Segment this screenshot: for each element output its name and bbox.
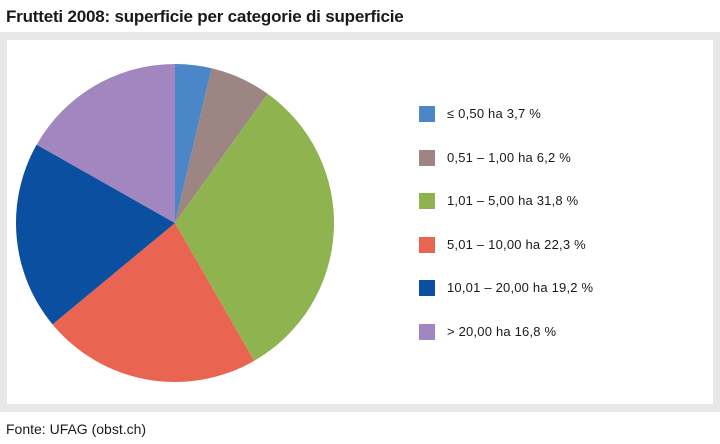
pie-slice bbox=[52, 223, 255, 382]
legend-item: ≤ 0,50 ha 3,7 % bbox=[419, 106, 699, 150]
legend-item: > 20,00 ha 16,8 % bbox=[419, 323, 699, 368]
pie-slice bbox=[175, 93, 334, 361]
legend-label: > 20,00 ha 16,8 % bbox=[447, 323, 557, 339]
legend-swatch bbox=[419, 236, 435, 253]
chart-title: Frutteti 2008: superficie per categorie … bbox=[6, 7, 404, 26]
legend-item: 5,01 – 10,00 ha 22,3 % bbox=[419, 236, 699, 281]
legend-label: 0,51 – 1,00 ha 6,2 % bbox=[447, 149, 571, 165]
source-note: Fonte: UFAG (obst.ch) bbox=[6, 421, 147, 437]
legend-item: 1,01 – 5,00 ha 31,8 % bbox=[419, 193, 699, 237]
legend-swatch bbox=[419, 193, 435, 209]
pie-chart bbox=[16, 64, 334, 382]
legend-swatch bbox=[419, 280, 435, 296]
plot-area: ≤ 0,50 ha 3,7 % 0,51 – 1,00 ha 6,2 % 1,0… bbox=[7, 40, 713, 404]
legend-label: 5,01 – 10,00 ha 22,3 % bbox=[447, 236, 586, 252]
pie-slice bbox=[36, 64, 175, 223]
legend-label: 10,01 – 20,00 ha 19,2 % bbox=[447, 280, 594, 295]
pie-slice bbox=[175, 64, 212, 223]
legend-label: ≤ 0,50 ha 3,7 % bbox=[447, 106, 541, 121]
legend: ≤ 0,50 ha 3,7 % 0,51 – 1,00 ha 6,2 % 1,0… bbox=[419, 106, 699, 367]
chart-panel: ≤ 0,50 ha 3,7 % 0,51 – 1,00 ha 6,2 % 1,0… bbox=[0, 32, 720, 412]
legend-swatch bbox=[419, 323, 435, 340]
legend-swatch bbox=[419, 106, 435, 122]
legend-swatch bbox=[419, 149, 435, 166]
legend-item: 10,01 – 20,00 ha 19,2 % bbox=[419, 280, 699, 324]
legend-label: 1,01 – 5,00 ha 31,8 % bbox=[447, 193, 579, 208]
pie-slice bbox=[16, 144, 176, 325]
legend-item: 0,51 – 1,00 ha 6,2 % bbox=[419, 149, 699, 194]
pie-slice bbox=[175, 68, 268, 223]
